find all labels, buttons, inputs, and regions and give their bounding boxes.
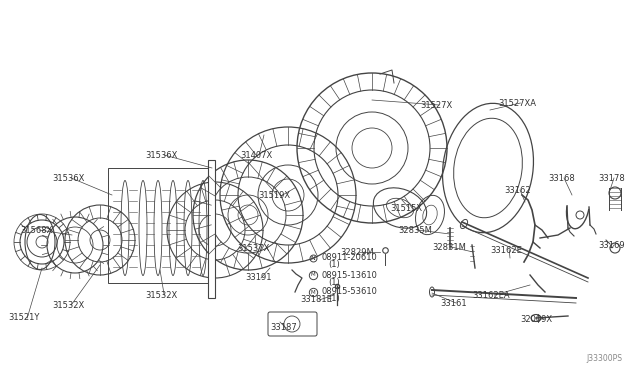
Text: 31537X: 31537X (237, 244, 269, 253)
Text: 31515X: 31515X (390, 203, 422, 212)
Text: 32835M: 32835M (398, 225, 432, 234)
Text: 31532X: 31532X (52, 301, 84, 310)
Text: 31407X: 31407X (240, 151, 272, 160)
Text: N: N (310, 256, 316, 260)
Text: (1): (1) (328, 295, 340, 304)
Text: (1): (1) (328, 260, 340, 269)
Text: 31536X: 31536X (52, 173, 84, 183)
FancyBboxPatch shape (208, 160, 215, 298)
Text: 31527X: 31527X (420, 100, 452, 109)
Text: 08915-53610: 08915-53610 (322, 288, 378, 296)
Text: 31568X: 31568X (20, 225, 52, 234)
Text: 31521Y: 31521Y (8, 314, 40, 323)
Text: 33162E: 33162E (490, 246, 522, 254)
Text: J33300PS: J33300PS (586, 354, 622, 363)
Text: 32009X: 32009X (520, 315, 552, 324)
Text: 33161: 33161 (440, 298, 467, 308)
Text: 33162: 33162 (504, 186, 531, 195)
Text: 33181E: 33181E (300, 295, 332, 305)
Text: 33191: 33191 (245, 273, 271, 282)
Text: 31532X: 31532X (145, 291, 177, 299)
Text: M: M (310, 289, 316, 295)
Text: 33169: 33169 (598, 241, 625, 250)
Text: 31527XA: 31527XA (498, 99, 536, 108)
Text: (1): (1) (328, 278, 340, 286)
Text: 31519X: 31519X (258, 190, 290, 199)
Text: 33168: 33168 (548, 173, 575, 183)
Text: 32831M: 32831M (432, 243, 466, 251)
Text: 08915-13610: 08915-13610 (322, 270, 378, 279)
Text: 33162EA: 33162EA (472, 291, 509, 299)
Text: 32829M: 32829M (340, 247, 374, 257)
Text: M: M (310, 273, 316, 278)
Text: 33187: 33187 (270, 324, 297, 333)
Text: 31536X: 31536X (145, 151, 177, 160)
Text: 08911-20610: 08911-20610 (322, 253, 378, 263)
Text: 33178: 33178 (598, 173, 625, 183)
